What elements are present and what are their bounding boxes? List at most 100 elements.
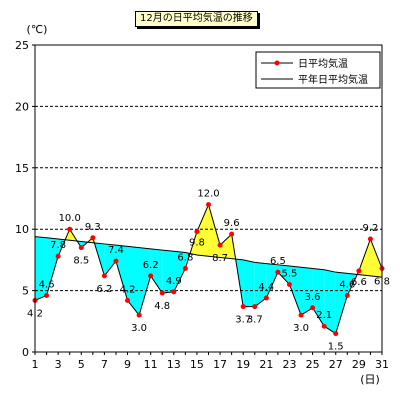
data-label: 9.6 [224,218,240,229]
y-tick-label: 25 [15,39,29,52]
data-point [275,269,281,275]
x-tick-label: 3 [55,358,62,371]
data-label: 6.6 [351,277,367,288]
data-label: 4.8 [154,301,170,312]
data-point [67,226,73,232]
x-tick-label: 15 [190,358,204,371]
data-label: 4.9 [166,276,182,287]
x-tick-label: 17 [213,358,227,371]
data-point [194,229,200,235]
above-normal-fill [196,204,209,257]
data-point [286,281,292,287]
x-tick-label: 29 [352,358,366,371]
below-normal-fill [150,248,163,294]
data-label: 7.8 [50,240,66,251]
below-normal-fill [46,237,59,296]
data-label: 2.1 [316,310,332,321]
data-label: 6.8 [177,252,193,263]
data-label: 6.2 [96,284,112,295]
y-axis-label: (℃) [27,23,48,36]
data-label: 9.2 [362,223,378,234]
data-label: 1.5 [328,342,344,353]
data-point [356,268,362,274]
data-point [159,290,165,296]
normal-temperature-line [34,236,383,278]
y-tick-label: 20 [15,100,29,113]
data-label: 3.0 [293,323,309,334]
data-label: 8.5 [73,256,89,267]
data-label: 6.2 [143,260,159,271]
below-normal-fill [162,250,174,294]
data-label: 3.6 [305,292,321,303]
y-tick-label: 5 [22,285,29,298]
x-tick-label: 27 [329,358,343,371]
data-point [44,293,50,299]
below-normal-fill [115,245,128,301]
below-normal-fill [335,272,348,334]
x-tick-label: 13 [167,358,181,371]
data-point [367,236,373,242]
x-tick-label: 11 [144,358,158,371]
x-axis-label: (日) [360,373,380,386]
x-tick-label: 23 [282,358,296,371]
data-point [298,312,304,318]
x-tick-label: 21 [259,358,273,371]
data-label: 6.5 [270,256,286,267]
x-tick-label: 31 [375,358,389,371]
below-normal-fill [243,259,255,307]
below-normal-fill [266,263,278,298]
below-normal-fill [139,247,151,316]
data-label: 12.0 [197,189,219,200]
data-point [344,293,350,299]
data-point [321,323,327,329]
x-tick-label: 5 [78,358,85,371]
data-point [90,235,96,241]
legend-box [255,51,381,89]
data-label: 4.4 [258,282,274,293]
data-point [310,305,316,311]
data-point [55,253,61,259]
y-tick-label: 15 [15,162,29,175]
y-tick-label: 10 [15,223,29,236]
chart-title: 12月の日平均気温の推移 [135,11,258,27]
data-label: 9.3 [85,222,101,233]
data-point [240,304,246,310]
data-point [113,258,119,264]
below-normal-fill [277,264,290,285]
data-point [171,289,177,295]
data-point [333,331,339,337]
x-tick-label: 19 [236,358,250,371]
data-point [206,202,211,208]
above-normal-fill [370,239,382,278]
data-label: 4.6 [339,280,355,291]
data-label: 7.4 [108,245,124,256]
data-label: 4.6 [39,280,55,291]
below-normal-fill [104,243,116,276]
data-label: 3.0 [131,323,147,334]
above-normal-fill [220,234,232,259]
below-normal-fill [324,269,336,334]
legend-normal-label: 平年日平均気温 [298,73,368,86]
data-label: 10.0 [59,213,81,224]
data-point [252,304,258,310]
x-tick-label: 1 [32,358,39,371]
x-tick-label: 25 [306,358,320,371]
data-point [125,297,131,303]
data-label: 8.7 [212,253,228,264]
data-point [182,265,188,271]
below-normal-fill [254,262,267,307]
data-point [217,242,223,248]
data-label: 3.7 [247,315,263,326]
data-label: 5.5 [282,268,298,279]
data-label: 3.7 [235,315,251,326]
data-point [148,273,154,279]
below-normal-fill [127,246,140,316]
data-point [229,231,235,237]
data-point [78,245,84,251]
below-normal-fill [35,236,47,301]
below-normal-fill [301,267,313,316]
data-label: 9.8 [189,238,205,249]
legend-actual-marker [274,60,280,66]
